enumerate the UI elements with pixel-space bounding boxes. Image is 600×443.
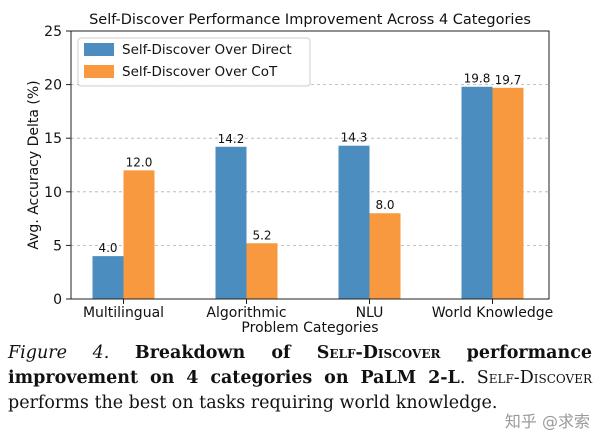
figure-label: Figure 4. [8,343,110,363]
caption-bold-1: Breakdown of [134,343,317,363]
y-tick-label: 15 [44,131,62,147]
data-label: 5.2 [252,228,271,242]
y-axis-label: Avg. Accuracy Delta (%) [26,80,42,249]
data-labels: 4.0 14.2 14.3 19.8 12.0 5.2 8.0 19.7 [98,72,521,255]
bar [215,146,247,299]
legend: Self-Discover Over Direct Self-Discover … [77,37,311,87]
y-tick-label: 10 [44,185,62,201]
bar [338,145,370,299]
caption-plain-2: performs the best on tasks requiring wor… [8,393,498,413]
x-tick-label: Algorithmic [206,305,286,321]
caption-bold-2: performance improvement on 4 categories … [8,343,592,388]
bars [92,86,524,299]
legend-label-direct: Self-Discover Over Direct [122,42,292,58]
x-tick-label: Multilingual [83,305,164,321]
x-tick-label: World Knowledge [432,305,554,321]
data-label: 19.8 [464,72,491,86]
legend-swatch-direct [84,43,114,56]
x-axis-label: Problem Categories [241,320,378,335]
data-label: 4.0 [98,241,117,255]
legend-swatch-cot [84,65,114,78]
bar [461,86,493,299]
bar-chart: 4.0 14.2 14.3 19.8 12.0 5.2 8.0 19.7 0 5 10 15 20 25… [26,12,553,335]
watermark: 知乎 @求索 [504,412,590,431]
y-tick-label: 20 [44,78,62,94]
x-tick-label: NLU [356,305,384,321]
plot-frame [70,30,550,300]
figure-caption: Figure 4. Breakdown of Self-Discover per… [8,341,592,416]
bar [92,256,124,299]
bar [492,87,524,299]
y-tick-label: 25 [44,24,62,40]
caption-plain-1: . [459,368,477,388]
caption-method-name-1: Self-Discover [316,343,441,363]
data-label: 14.2 [218,132,245,146]
caption-method-name-2: Self-Discover [476,368,592,388]
legend-label-cot: Self-Discover Over CoT [122,64,278,80]
bar [246,243,278,299]
data-label: 14.3 [341,131,368,145]
y-tick-label: 0 [53,292,62,308]
data-label: 8.0 [375,198,394,212]
y-tick-label: 5 [53,238,62,254]
data-label: 19.7 [495,73,522,87]
data-label: 12.0 [126,155,153,169]
bar [369,213,401,299]
chart-title: Self-Discover Performance Improvement Ac… [89,12,531,28]
y-ticks: 0 5 10 15 20 25 [44,24,71,308]
bar [123,170,155,299]
x-ticks: Multilingual Algorithmic NLU World Knowledg… [83,299,553,321]
legend-frame [77,37,311,87]
